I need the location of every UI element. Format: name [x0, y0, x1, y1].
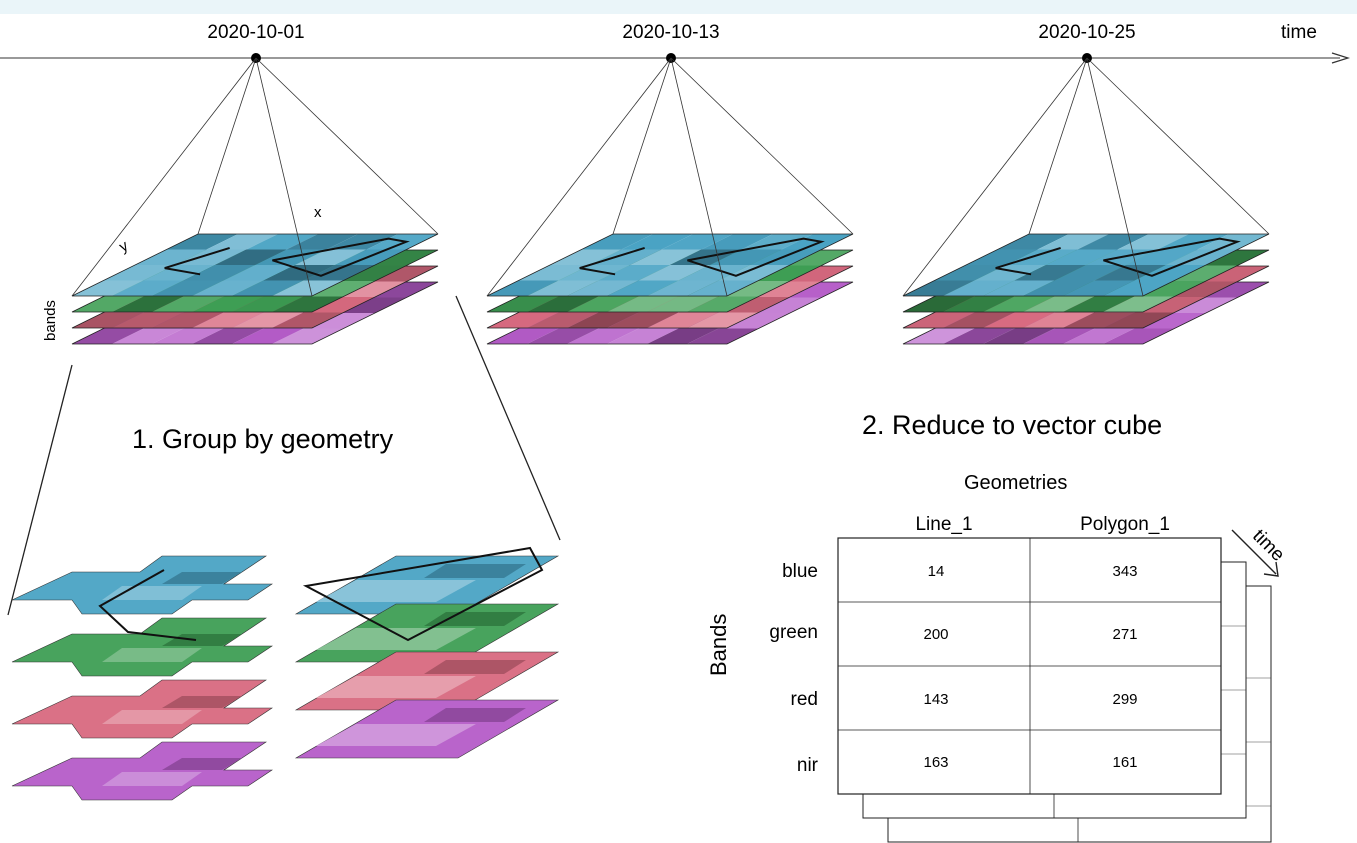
grouped-polygon-green [294, 603, 560, 663]
raster-cube-3 [902, 57, 1270, 345]
projection-line [612, 57, 672, 235]
grouped-line-geometry [98, 569, 197, 641]
projection-line [670, 57, 854, 235]
zoom-line-right [455, 295, 561, 541]
date-label-2: 2020-10-13 [622, 22, 720, 43]
grouped-line-red [11, 679, 273, 739]
cell-nir-polygon: 161 [1112, 754, 1138, 771]
time-arrow-head [1263, 561, 1279, 577]
projection-line [902, 57, 1088, 297]
line-geometry [579, 246, 645, 276]
zoom-line-left [7, 364, 73, 616]
projection-line [197, 57, 257, 235]
grouped-polygon-purple [294, 699, 560, 759]
projection-line [71, 57, 257, 297]
grouped-line-blue [11, 555, 273, 615]
row-label-green: green [769, 622, 818, 643]
grouped-line-purple [11, 741, 273, 801]
projection-line [1086, 57, 1270, 235]
cell-blue-line: 14 [927, 563, 945, 580]
grouped-line-green [11, 617, 273, 677]
projection-line [255, 57, 439, 235]
polygon-geometry [687, 237, 825, 277]
cell-blue-polygon: 343 [1112, 563, 1138, 580]
grouped-polygon-geometry [302, 546, 544, 642]
date-label-3: 2020-10-25 [1038, 22, 1136, 43]
row-label-red: red [790, 689, 818, 710]
cell-red-line: 143 [923, 691, 949, 708]
projection-line [255, 57, 313, 297]
column-label-polygon: Polygon_1 [1080, 514, 1170, 535]
grouped-polygon-red [294, 651, 560, 711]
x-axis-label: x [314, 204, 322, 221]
projection-line [1028, 57, 1088, 235]
grouped-polygon-blue [294, 555, 560, 615]
time-arrow-line [1231, 529, 1277, 575]
time-axis-label: time [1281, 22, 1317, 43]
raster-cube-2 [486, 57, 854, 345]
step2-title: 2. Reduce to vector cube [862, 410, 1163, 440]
cell-green-line: 200 [923, 626, 949, 643]
cell-red-polygon: 299 [1112, 691, 1138, 708]
top-strip [0, 0, 1357, 14]
polygon-geometry [1103, 237, 1241, 277]
row-label-blue: blue [782, 561, 818, 582]
line-geometry [995, 246, 1061, 276]
projection-line [486, 57, 672, 297]
polygon-geometry [272, 237, 410, 277]
date-label-1: 2020-10-01 [207, 22, 305, 43]
row-label-nir: nir [796, 755, 818, 776]
line-geometry [164, 246, 230, 276]
cell-green-polygon: 271 [1112, 626, 1138, 643]
bands-axis-label: bands [41, 300, 59, 341]
time-axis-arrowhead [1331, 52, 1351, 64]
projection-line [670, 57, 728, 297]
bands-label: Bands [706, 613, 731, 676]
cell-nir-line: 163 [923, 754, 949, 771]
raster-cube-1 [71, 57, 439, 345]
column-label-line: Line_1 [915, 514, 973, 535]
step1-title: 1. Group by geometry [132, 424, 394, 454]
projection-line [1086, 57, 1144, 297]
geometries-label: Geometries [964, 472, 1068, 494]
